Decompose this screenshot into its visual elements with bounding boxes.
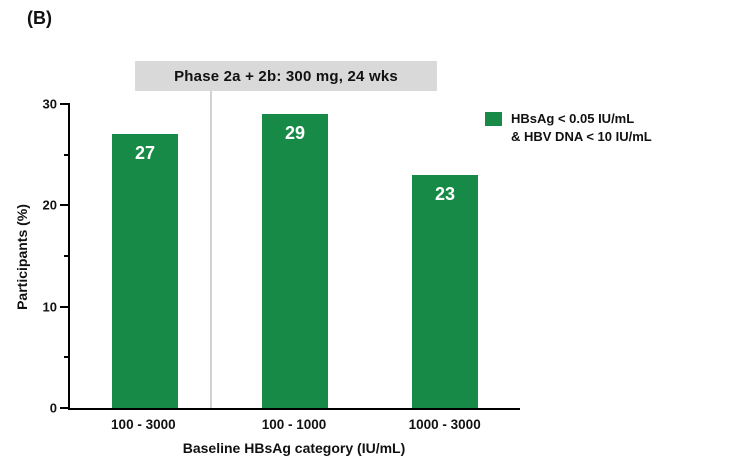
y-minor-tick: [64, 153, 70, 156]
y-major-tick: [60, 103, 70, 105]
y-major-tick: [60, 204, 70, 207]
group-separator-line: [209, 64, 212, 408]
y-major-tick: [60, 305, 70, 308]
legend-label-line2: & HBV DNA < 10 IU/mL: [511, 128, 652, 144]
y-tick-label: 0: [49, 400, 57, 416]
legend-label-line1: HBsAg < 0.05 IU/mL: [511, 111, 635, 126]
x-category-label: 1000 - 3000: [408, 417, 481, 432]
chart-title: Phase 2a + 2b: 300 mg, 24 wks: [135, 61, 437, 91]
panel-label: (B): [27, 8, 52, 28]
legend-swatch: [485, 112, 502, 126]
bar: 29: [262, 114, 328, 408]
bar-value-label: 23: [434, 183, 456, 204]
bars-container: 27 29 23: [70, 104, 520, 408]
y-axis-title: Participants (%): [14, 204, 30, 310]
y-minor-tick: [64, 356, 70, 359]
bar-value-label: 27: [134, 143, 156, 164]
legend-label: HBsAg < 0.05 IU/mL & HBV DNA < 10 IU/mL: [511, 110, 652, 145]
bar-value-label: 29: [284, 123, 306, 144]
x-category-label: 100 - 1000: [261, 417, 327, 432]
x-category-label: 100 - 3000: [111, 417, 176, 432]
x-axis-category-labels: 100 - 3000 100 - 1000 1000 - 3000: [68, 417, 520, 432]
y-tick-label: 10: [42, 299, 57, 315]
plot-area: 27 29 23 0 10 20 30: [43, 64, 520, 416]
y-major-tick: [60, 407, 70, 409]
y-tick-label: 30: [42, 96, 57, 112]
legend: HBsAg < 0.05 IU/mL & HBV DNA < 10 IU/mL: [485, 110, 652, 145]
bar: 27: [112, 134, 178, 408]
bar: 23: [412, 174, 478, 408]
y-tick-label: 20: [42, 197, 57, 213]
x-axis-title: Baseline HBsAg category (IU/mL): [182, 440, 406, 456]
y-minor-tick: [64, 255, 70, 257]
